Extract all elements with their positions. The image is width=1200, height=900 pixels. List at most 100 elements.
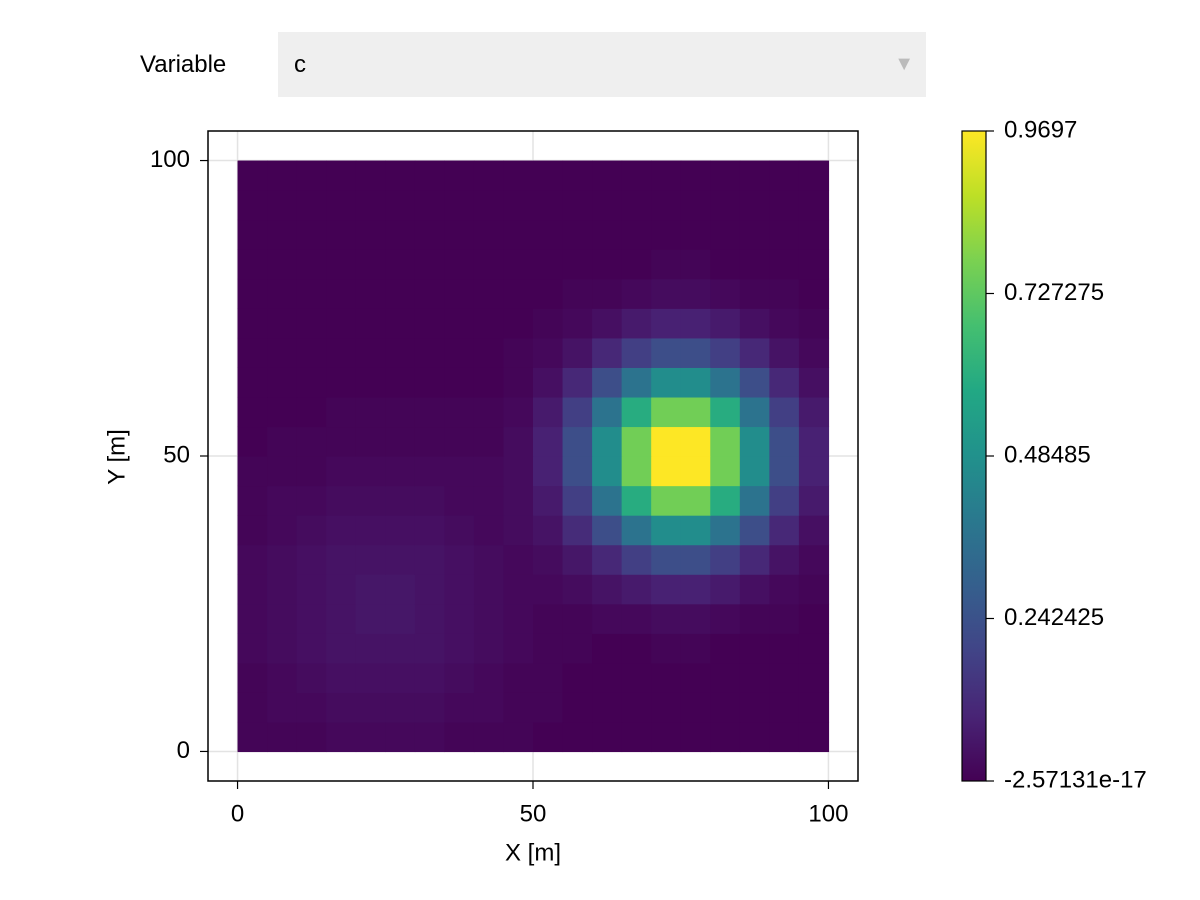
heatmap-cell [414,308,445,339]
heatmap-cell [503,278,534,309]
heatmap-cell [651,574,682,605]
heatmap-cell [414,219,445,250]
heatmap-cell [710,160,741,191]
heatmap-cell [562,633,593,664]
heatmap-cell [739,278,770,309]
x-tick-label: 50 [520,800,547,827]
heatmap-cell [267,278,298,309]
heatmap-cell [621,426,652,457]
heatmap-cell [621,662,652,693]
heatmap-cell [237,515,268,546]
heatmap-cell [296,426,327,457]
heatmap-cell [267,219,298,250]
heatmap-cell [385,544,416,575]
heatmap-cell [562,396,593,428]
heatmap-cell [355,337,386,368]
heatmap-cell [533,662,564,693]
heatmap-cell [444,603,475,634]
heatmap-cell [503,544,534,575]
heatmap-cell [385,603,416,634]
heatmap-cell [414,249,445,280]
heatmap-cell [621,308,652,339]
heatmap-cell [237,308,268,339]
heatmap-cell [533,456,564,487]
heatmap-cell [710,278,741,309]
heatmap-cell [414,396,445,428]
heatmap-cell [267,249,298,280]
heatmap-cell [385,367,416,398]
heatmap-cell [533,721,564,753]
heatmap-cell [592,603,623,634]
heatmap-cell [592,160,623,191]
heatmap-cell [503,603,534,634]
heatmap-cell [592,337,623,368]
heatmap-cell [473,396,505,428]
heatmap-cell [710,721,741,753]
heatmap-cell [680,278,711,309]
heatmap-cell [798,633,830,664]
heatmap-cell [503,367,534,398]
heatmap-cell [414,190,445,221]
x-tick-label: 100 [808,800,848,827]
heatmap-cell [798,367,830,398]
dropdown-value[interactable]: c [294,51,306,78]
heatmap-cell [769,515,800,546]
heatmap-cell [739,396,770,428]
heatmap-cell [296,574,327,605]
heatmap-cell [326,633,357,664]
heatmap-cell [739,662,770,693]
heatmap-cell [326,219,357,250]
heatmap-cell [680,308,711,339]
heatmap-cell [503,308,534,339]
heatmap-cell [473,367,505,398]
heatmap-cell [798,662,830,693]
heatmap-cell [355,278,386,309]
heatmap-cell [267,574,298,605]
heatmap-cell [444,544,475,575]
heatmap-cell [444,367,475,398]
colorbar-tick-label: 0.727275 [1004,279,1104,306]
heatmap-cell [503,426,534,457]
heatmap-cell [769,249,800,280]
heatmap-cell [710,574,741,605]
heatmap-cell [355,249,386,280]
heatmap-cell [680,485,711,516]
heatmap-cell [680,633,711,664]
heatmap-cell [621,278,652,309]
heatmap-cell [503,249,534,280]
heatmap-cell [503,515,534,546]
heatmap-cell [651,160,682,191]
heatmap-cell [710,662,741,693]
heatmap-cell [355,721,386,753]
heatmap-cell [562,485,593,516]
heatmap-cell [385,456,416,487]
dropdown[interactable]: c ▼ [278,32,926,97]
heatmap-cell [326,456,357,487]
heatmap-cell [651,278,682,309]
heatmap-cell [444,337,475,368]
heatmap-cell [710,485,741,516]
heatmap-cell [473,426,505,457]
heatmap-cell [651,633,682,664]
heatmap-cell [739,721,770,753]
heatmap-cell [385,396,416,428]
heatmap-cell [710,426,741,457]
heatmap-cell [326,515,357,546]
heatmap-cell [798,456,830,487]
heatmap-cell [592,515,623,546]
heatmap-cell [621,396,652,428]
heatmap-cell [680,426,711,457]
heatmap-cell [444,160,475,191]
heatmap-cell [651,544,682,575]
heatmap-cell [798,485,830,516]
dropdown-arrow[interactable]: ▼ [894,53,914,75]
heatmap-cell [710,515,741,546]
heatmap-cell [533,190,564,221]
heatmap-cell [562,190,593,221]
heatmap-cell [326,367,357,398]
colorbar [961,130,987,782]
heatmap-cell [798,396,830,428]
heatmap-cell [237,219,268,250]
heatmap-cell [562,367,593,398]
